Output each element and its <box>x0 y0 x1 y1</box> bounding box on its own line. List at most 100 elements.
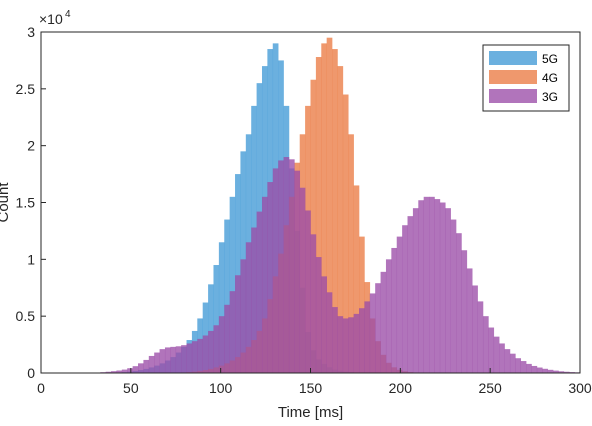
histogram-bar <box>488 327 495 373</box>
histogram-bar <box>504 349 511 373</box>
histogram-bar <box>256 211 263 373</box>
histogram-bar <box>337 66 344 373</box>
y-exponent-power: 4 <box>65 9 71 20</box>
y-tick-label: 0 <box>27 365 35 381</box>
histogram-bar <box>456 233 462 373</box>
histogram-bar <box>326 292 333 373</box>
histogram-bar <box>342 318 349 373</box>
histogram-bar <box>407 216 414 373</box>
x-tick-label: 100 <box>209 380 233 396</box>
histogram-bar <box>359 308 365 373</box>
histogram-bar <box>240 259 247 373</box>
histogram-bar <box>154 352 160 373</box>
histogram-bar <box>218 316 225 373</box>
histogram-bar <box>396 236 403 373</box>
x-tick-label: 150 <box>299 380 323 396</box>
y-axis-label: Count <box>0 182 12 223</box>
histogram-bar <box>450 219 457 373</box>
histogram-bar <box>418 200 424 373</box>
histogram-bar <box>369 293 376 373</box>
histogram-bar <box>208 284 214 373</box>
histogram-bar <box>326 37 333 374</box>
histogram-bar <box>380 271 387 373</box>
histogram-bar <box>482 316 489 373</box>
histogram-bar <box>272 168 279 373</box>
histogram-bar <box>202 335 209 373</box>
legend-swatch-3g <box>489 89 537 103</box>
histogram-bar <box>229 196 236 373</box>
histogram-bar <box>353 313 360 373</box>
histogram-bar <box>127 368 133 373</box>
histogram-bar <box>402 225 408 373</box>
histogram-bar <box>385 259 392 373</box>
y-exponent-base: ×10 <box>39 11 63 27</box>
histogram-bar <box>288 159 295 373</box>
histogram-bar <box>477 301 484 373</box>
histogram-bar <box>353 185 360 373</box>
histogram-bar <box>526 363 532 373</box>
histogram-bar <box>321 43 327 374</box>
histogram-bar <box>315 257 322 373</box>
histogram-bar <box>342 94 349 374</box>
y-tick-label: 3 <box>27 24 35 40</box>
histogram-bar <box>159 349 166 373</box>
histogram-bar <box>391 247 398 373</box>
histogram-bar <box>445 208 451 373</box>
histogram-bar <box>563 371 570 373</box>
histogram-bar <box>197 338 203 373</box>
histogram-bar <box>132 366 139 373</box>
legend-label-3g: 3G <box>542 90 558 104</box>
histogram-bar <box>375 283 381 373</box>
histogram-bar <box>359 236 365 373</box>
histogram-bar <box>116 370 123 373</box>
histogram-bars <box>84 37 581 374</box>
histogram-bar <box>423 196 430 373</box>
histogram-bar <box>547 369 554 373</box>
histogram-bar <box>553 370 559 373</box>
histogram-bar <box>111 371 117 373</box>
histogram-bar <box>294 170 301 373</box>
histogram-bar <box>321 276 327 373</box>
histogram-bar <box>175 346 182 373</box>
histogram-bar <box>261 196 268 373</box>
histogram-bar <box>267 182 274 373</box>
histogram-bar <box>542 368 548 373</box>
legend-swatch-4g <box>489 70 537 84</box>
histogram-bar <box>472 285 478 373</box>
histogram-bar <box>278 160 284 373</box>
histogram-bar <box>493 336 500 373</box>
histogram-bar <box>461 250 468 373</box>
histogram-bar <box>305 210 311 373</box>
histogram-bar <box>186 343 193 373</box>
histogram-bar <box>213 265 220 373</box>
histogram-bar <box>299 187 306 373</box>
histogram-bar <box>337 316 344 373</box>
histogram-bar <box>434 199 441 373</box>
x-axis-label: Time [ms] <box>278 404 343 421</box>
histogram-bar <box>364 301 371 373</box>
y-tick-label: 2.5 <box>16 81 36 97</box>
histogram-bar <box>105 371 112 373</box>
histogram-bar <box>164 347 171 373</box>
histogram-bar <box>251 227 257 373</box>
histogram-bar <box>170 346 177 373</box>
histogram-bar <box>218 242 225 373</box>
histogram-bar <box>235 275 241 373</box>
histogram-bar <box>213 325 220 373</box>
histogram-bar <box>509 353 516 373</box>
x-tick-label: 50 <box>123 380 139 396</box>
histogram-bar <box>558 371 565 373</box>
y-tick-label: 1.5 <box>16 195 36 211</box>
y-tick-label: 0.5 <box>16 308 36 324</box>
histogram-bar <box>332 49 338 374</box>
series-3g-bars <box>84 157 581 373</box>
histogram-bar <box>148 355 155 373</box>
y-tick-label: 2 <box>27 138 35 154</box>
histogram-bar <box>536 367 543 373</box>
histogram-bar <box>315 57 322 373</box>
histogram-bar <box>283 157 290 373</box>
histogram-bar <box>412 208 419 373</box>
histogram-bar <box>310 234 317 373</box>
histogram-bar <box>235 174 241 373</box>
